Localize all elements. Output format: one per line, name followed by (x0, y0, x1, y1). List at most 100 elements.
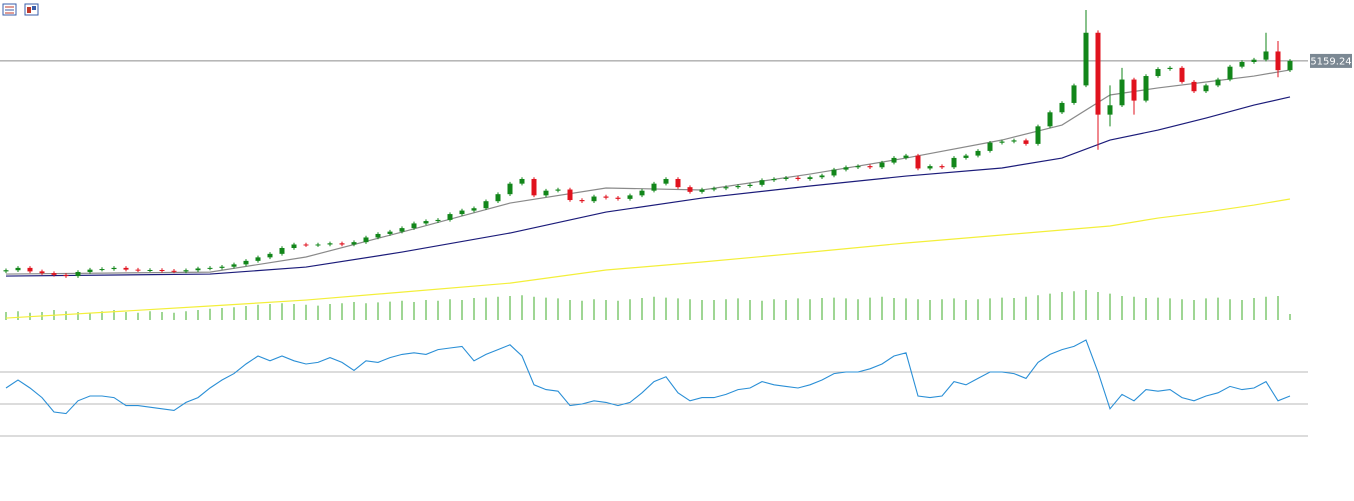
candle-body (159, 269, 165, 271)
candle-body (855, 166, 861, 168)
candle-body (663, 178, 669, 184)
candle-body (747, 184, 753, 186)
candle-body (375, 233, 381, 238)
candle-body (687, 187, 693, 192)
candle-body (591, 196, 597, 202)
candle-body (123, 267, 129, 270)
candle-body (1143, 76, 1149, 101)
candle-body (1119, 79, 1125, 106)
candle-body (15, 267, 21, 271)
candle-body (675, 178, 681, 188)
candle-body (699, 189, 705, 192)
candle-body (75, 271, 81, 277)
candle-body (651, 183, 657, 191)
candle-body (1191, 81, 1197, 92)
candle-body (111, 267, 117, 270)
moving-average (5, 198, 1291, 319)
candle-body (435, 219, 441, 222)
candle-body (1251, 59, 1257, 62)
candle-body (1131, 79, 1137, 101)
candle-body (843, 167, 849, 170)
candle-body (1203, 85, 1209, 92)
candle-body (939, 166, 945, 168)
candle-body (1035, 126, 1041, 144)
candle-body (1071, 85, 1077, 103)
candle-body (243, 260, 249, 265)
candle-body (195, 268, 201, 271)
candle-body (1239, 61, 1245, 67)
candle-body (231, 264, 237, 267)
candle-body (387, 231, 393, 234)
candle-body (27, 267, 33, 272)
candle-body (915, 155, 921, 169)
candle-body (1107, 105, 1113, 115)
candle-body (1011, 140, 1017, 142)
candle-body (63, 274, 69, 277)
candle-body (639, 190, 645, 196)
candle-body (99, 269, 105, 271)
candle-body (1263, 51, 1269, 60)
candle-body (351, 242, 357, 245)
candle-body (531, 178, 537, 196)
candle-body (471, 208, 477, 211)
candle-body (267, 253, 273, 258)
candle-body (51, 273, 57, 275)
candle-body (627, 195, 633, 199)
candle-body (363, 237, 369, 243)
candle-body (1083, 32, 1089, 86)
candle-body (927, 166, 933, 169)
candle-body (327, 243, 333, 245)
candle-body (399, 228, 405, 232)
rsi-line (5, 339, 1291, 415)
candle-body (567, 189, 573, 201)
candle-body (303, 244, 309, 246)
candle-body (291, 244, 297, 248)
icon-block (27, 7, 31, 13)
candle-body (171, 270, 177, 272)
candle-body (339, 243, 345, 245)
candle-body (987, 142, 993, 151)
price-label-box (1310, 53, 1352, 68)
candle-body (1095, 32, 1101, 115)
moving-average (5, 96, 1291, 277)
candle-body (459, 210, 465, 215)
toolbar-icon-window[interactable] (24, 3, 39, 16)
candle-body (723, 187, 729, 189)
candle-body (579, 200, 585, 202)
candle-body (87, 269, 93, 272)
candle-body (615, 197, 621, 199)
candle-body (1179, 67, 1185, 82)
candle-body (1155, 69, 1161, 77)
candle-body (147, 269, 153, 271)
candle-body (447, 214, 453, 220)
candle-body (891, 157, 897, 163)
candle-body (735, 185, 741, 188)
candle-body (519, 178, 525, 184)
candle-body (999, 141, 1005, 143)
toolbar-icon-list[interactable] (2, 3, 17, 16)
candle-body (423, 221, 429, 224)
candle-body (1227, 66, 1233, 80)
candle-body (3, 270, 9, 272)
candle-body (1215, 79, 1221, 86)
candle-body (951, 157, 957, 168)
candle-body (279, 247, 285, 254)
candle-body (219, 266, 225, 268)
candle-body (411, 223, 417, 229)
candle-body (819, 175, 825, 178)
candle-body (39, 271, 45, 274)
candle-body (543, 190, 549, 196)
candle-body (1275, 51, 1281, 71)
candle-body (903, 155, 909, 158)
candle-body (807, 177, 813, 179)
candle-body (135, 269, 141, 271)
icon-block (32, 6, 36, 10)
candle-body (783, 177, 789, 179)
candle-body (1167, 67, 1173, 70)
candle-body (1023, 140, 1029, 144)
candle-body (255, 257, 261, 261)
candle-body (831, 169, 837, 176)
price-label: 5159.24 (1310, 56, 1351, 67)
